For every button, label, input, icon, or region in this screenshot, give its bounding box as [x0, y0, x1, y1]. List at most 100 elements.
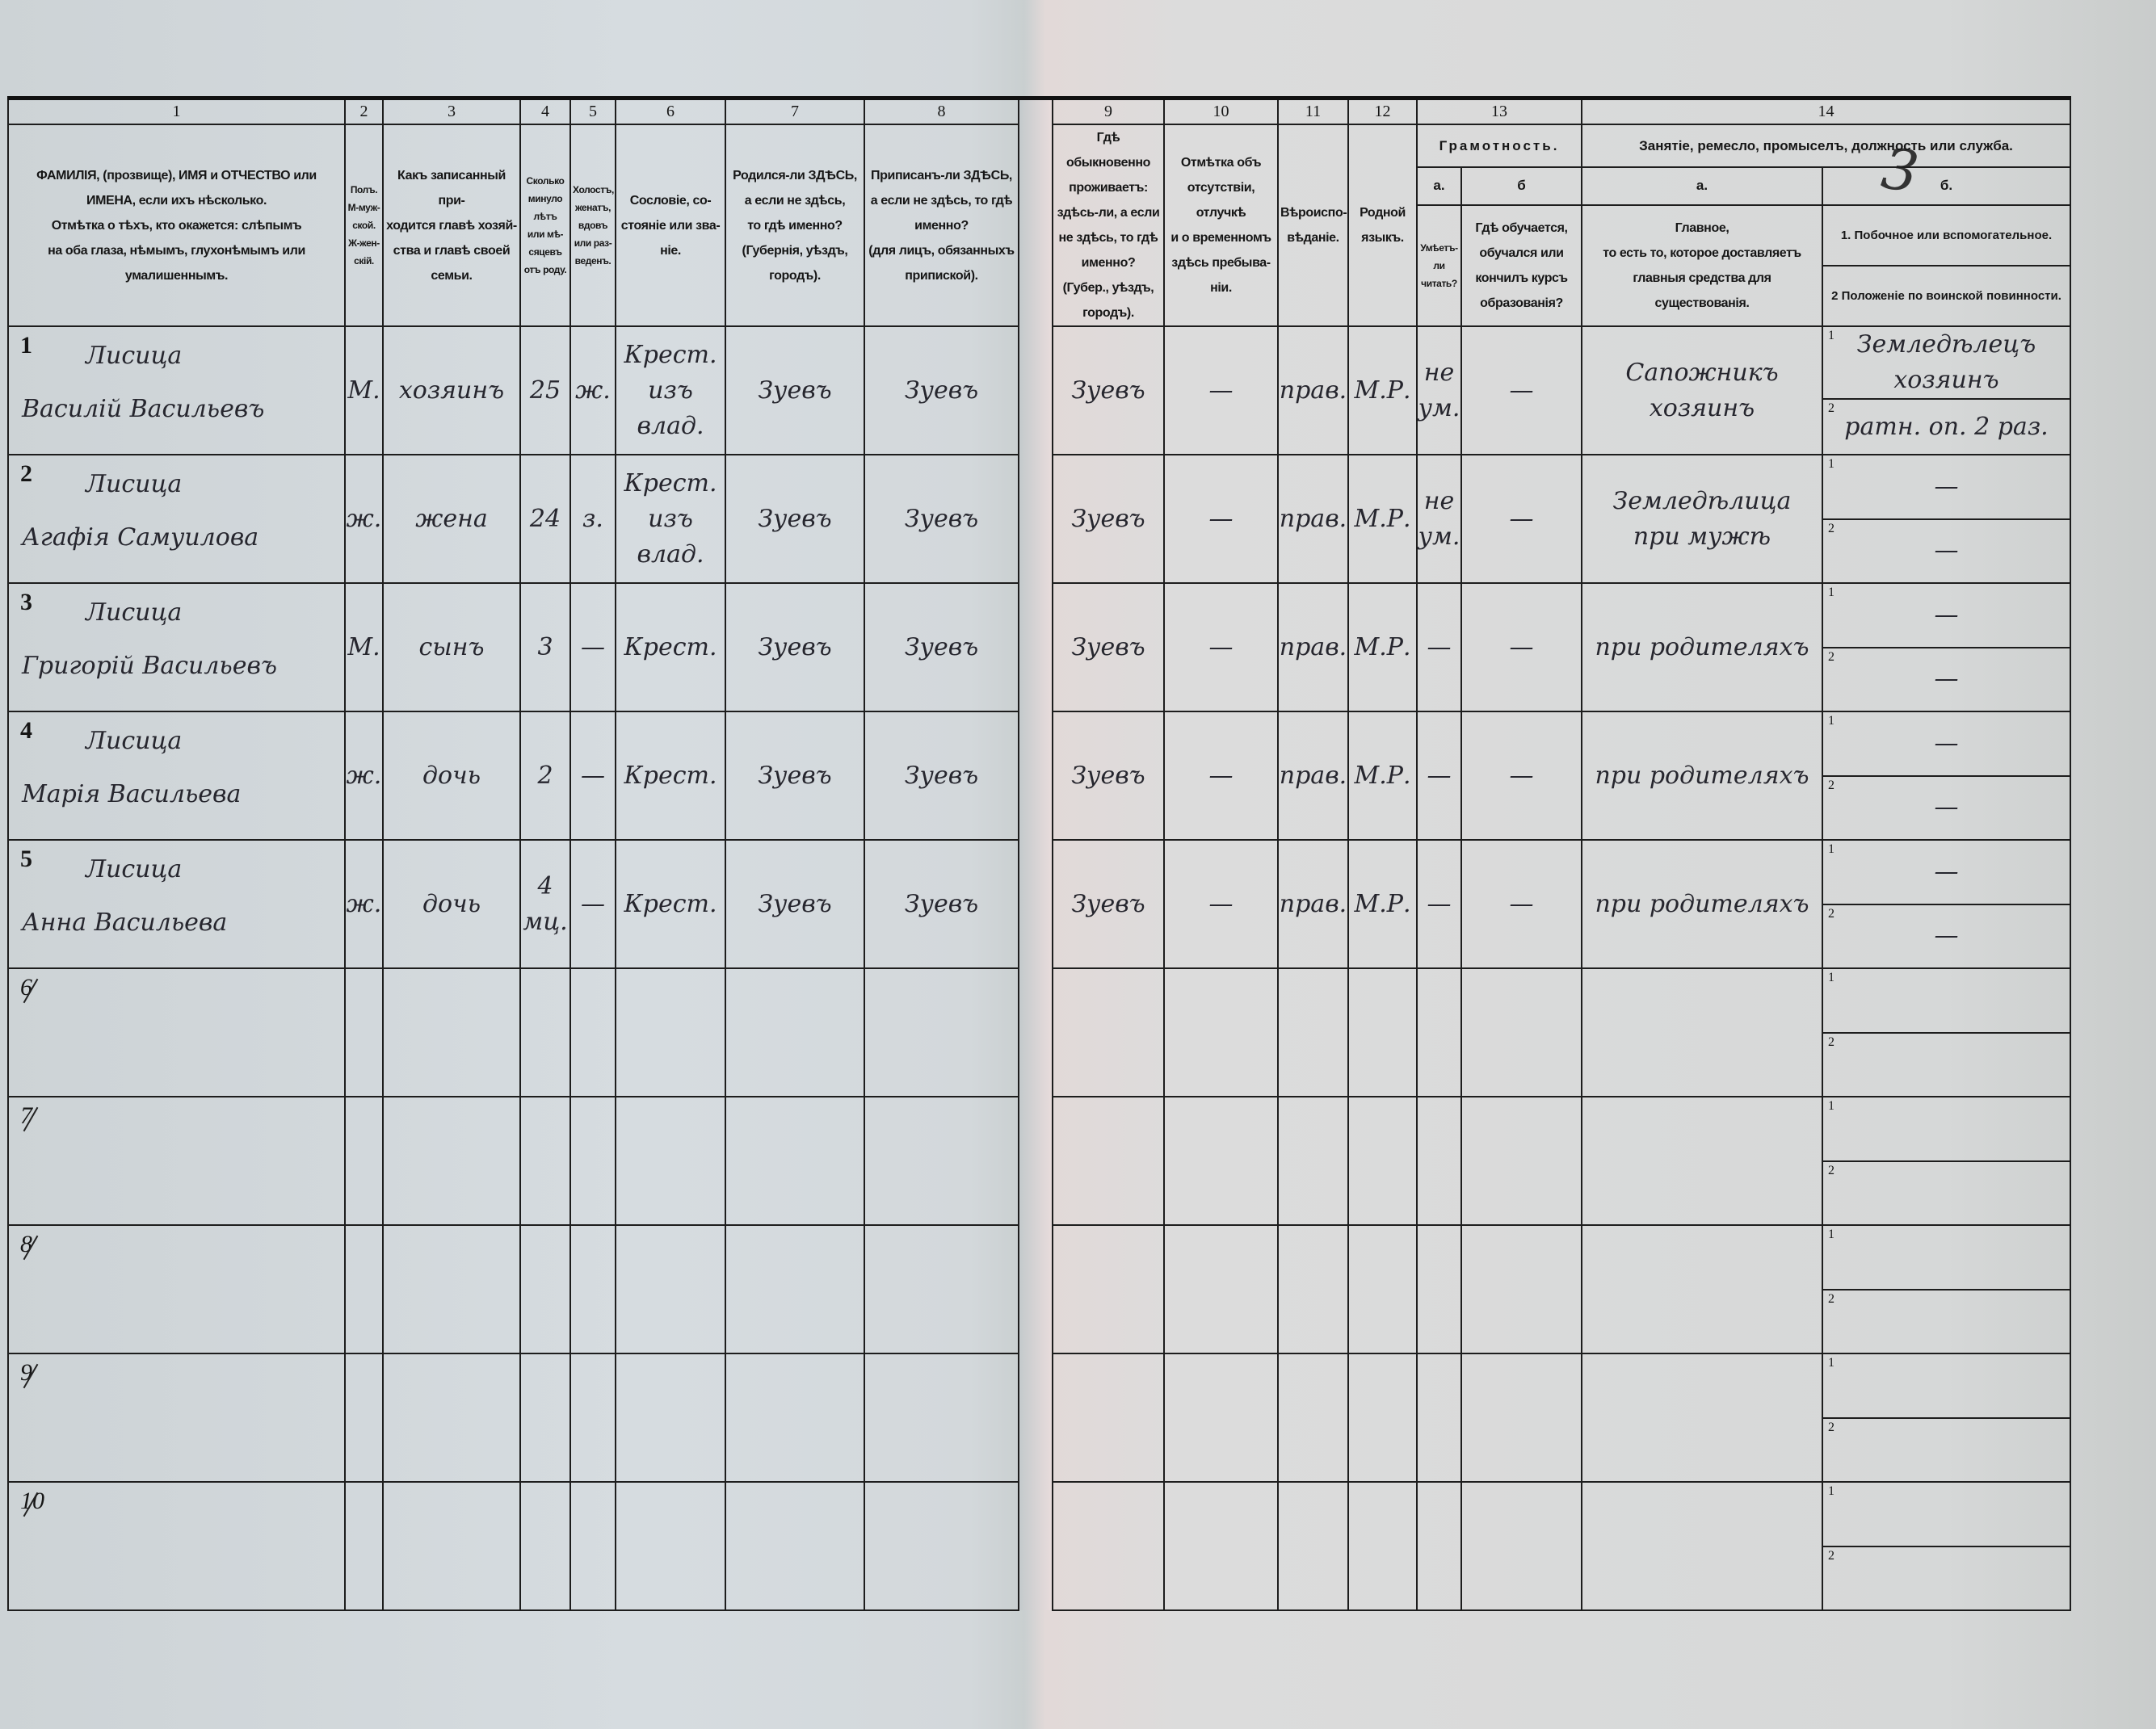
name-cell: 6 — [7, 967, 346, 1097]
name-cell: 3 Лисица Григорій Васильевъ — [7, 582, 346, 712]
school-value: — — [1509, 761, 1534, 790]
person-rows: 1 Лисица Василій Васильевъ М. хозяинъ 25 ж. Кре… — [7, 325, 2071, 1611]
occupation-value: при родителяхъ — [1595, 761, 1809, 790]
name-cell: 1 Лисица Василій Васильевъ — [7, 325, 346, 455]
header-occupation-group: Занятіе, ремесло, промыселъ, должность и… — [1581, 123, 2071, 169]
occupation-b-cell: 1—2— — [1822, 711, 2071, 841]
column-number-row: 1 2 3 4 5 6 7 8 9 10 11 12 13 14 — [7, 96, 2071, 326]
estate-cell — [615, 967, 726, 1097]
subrow-label: 1 — [1828, 585, 1834, 599]
col-number: 5 — [569, 96, 616, 125]
sex-value: ж. — [346, 504, 382, 533]
subrow-label: 2 — [1828, 1163, 1834, 1177]
absence-value: — — [1208, 376, 1234, 405]
occupation-b-cell: 1 Земледѣлецъ хозяинъ 2 ратн. оп. 2 раз. — [1822, 325, 2071, 455]
age-cell — [519, 1481, 571, 1611]
estate-value: Крест. — [624, 889, 717, 918]
name-cell: 10 — [7, 1481, 346, 1611]
language-value: М.Р. — [1354, 504, 1411, 533]
registered-value: Зуевъ — [904, 761, 979, 790]
relation-cell: дочь — [382, 711, 521, 841]
born-value: Зуевъ — [758, 376, 832, 405]
name-cell: 9 — [7, 1353, 346, 1483]
religion-cell — [1277, 1096, 1349, 1226]
literate-value: не ум. — [1418, 358, 1460, 422]
religion-cell: прав. — [1277, 582, 1349, 712]
header-religion: Вѣроиспо- вѣданіе. — [1277, 124, 1349, 327]
relation-value: жена — [415, 504, 488, 533]
absence-cell — [1163, 967, 1279, 1097]
occupation-cell: Земледѣлица при мужѣ — [1581, 454, 1823, 584]
religion-cell: прав. — [1277, 325, 1349, 455]
estate-cell: Крест. — [615, 839, 726, 969]
marital-cell — [569, 1224, 616, 1354]
literate-value: — — [1427, 761, 1452, 790]
military-status-slot: 2— — [1824, 646, 2069, 711]
header-military-status: 2 Положеніе по воинской повинности. — [1824, 264, 2069, 325]
occupation-cell: Сапожникъ хозяинъ — [1581, 325, 1823, 455]
subrow-label: 1 — [1828, 1356, 1834, 1370]
absence-value: — — [1208, 632, 1234, 661]
literate-cell: не ум. — [1416, 325, 1462, 455]
residence-cell: Зуевъ — [1052, 454, 1165, 584]
military-status-slot: 2— — [1824, 903, 2069, 967]
col-number: 3 — [382, 96, 521, 125]
age-value: 4 мц. — [523, 871, 568, 936]
occupation-cell: при родителяхъ — [1581, 839, 1823, 969]
name-cell: 5 Лисица Анна Васильева — [7, 839, 346, 969]
estate-cell — [615, 1481, 726, 1611]
absence-cell: — — [1163, 454, 1279, 584]
estate-cell — [615, 1353, 726, 1483]
born-value: Зуевъ — [758, 889, 832, 918]
age-cell: 2 — [519, 711, 571, 841]
table-row: 2 Лисица Агафія Самуилова ж. жена 24 з. Крест. … — [7, 454, 2071, 584]
relation-cell — [382, 1481, 521, 1611]
military-status-slot: 2— — [1824, 518, 2069, 582]
marital-cell: — — [569, 711, 616, 841]
row-number: 9 — [20, 1359, 32, 1386]
relation-cell — [382, 967, 521, 1097]
registered-cell: Зуевъ — [864, 325, 1019, 455]
row-number: 1 — [20, 332, 32, 359]
born-cell: Зуевъ — [725, 839, 865, 969]
relation-cell — [382, 1096, 521, 1226]
col-number: 8 — [864, 96, 1019, 125]
marital-cell: ж. — [569, 325, 616, 455]
absence-cell: — — [1163, 325, 1279, 455]
school-cell: — — [1460, 325, 1582, 455]
residence-value: Зуевъ — [1071, 376, 1145, 405]
absence-cell — [1163, 1224, 1279, 1354]
age-cell — [519, 1224, 571, 1354]
side-occupation-value: — — [1934, 728, 1959, 757]
col-number: 10 — [1163, 96, 1279, 125]
born-cell: Зуевъ — [725, 454, 865, 584]
born-value: Зуевъ — [758, 761, 832, 790]
side-occupation-slot: 1— — [1824, 841, 2069, 904]
military-status-value: — — [1934, 536, 1959, 565]
header-side-occupation: 1. Побочное или вспомогательное. — [1840, 228, 2053, 242]
name-cell: 4 Лисица Марія Васильева — [7, 711, 346, 841]
header-name: ФАМИЛІЯ, (прозвище), ИМЯ и ОТЧЕСТВО или … — [7, 124, 346, 327]
header-relation: Какъ записанный при- ходится главѣ хозяй… — [382, 124, 521, 327]
estate-cell: Крест. изъ влад. — [615, 325, 726, 455]
language-value: М.Р. — [1354, 761, 1411, 790]
absence-cell: — — [1163, 582, 1279, 712]
literate-cell: не ум. — [1416, 454, 1462, 584]
residence-cell — [1052, 1481, 1165, 1611]
header-estate: Сословіе, со- стояніе или зва- ніе. — [615, 124, 726, 327]
subrow-label: 2 — [1828, 401, 1834, 415]
table-row: 5 Лисица Анна Васильева ж. дочь 4 мц. — Крест. З… — [7, 839, 2071, 969]
military-status-slot: 2 — [1824, 1545, 2069, 1609]
relation-cell: жена — [382, 454, 521, 584]
registered-value: Зуевъ — [904, 889, 979, 918]
residence-value: Зуевъ — [1071, 889, 1145, 918]
relation-cell: сынъ — [382, 582, 521, 712]
literate-cell — [1416, 1096, 1462, 1226]
language-cell: М.Р. — [1347, 582, 1418, 712]
